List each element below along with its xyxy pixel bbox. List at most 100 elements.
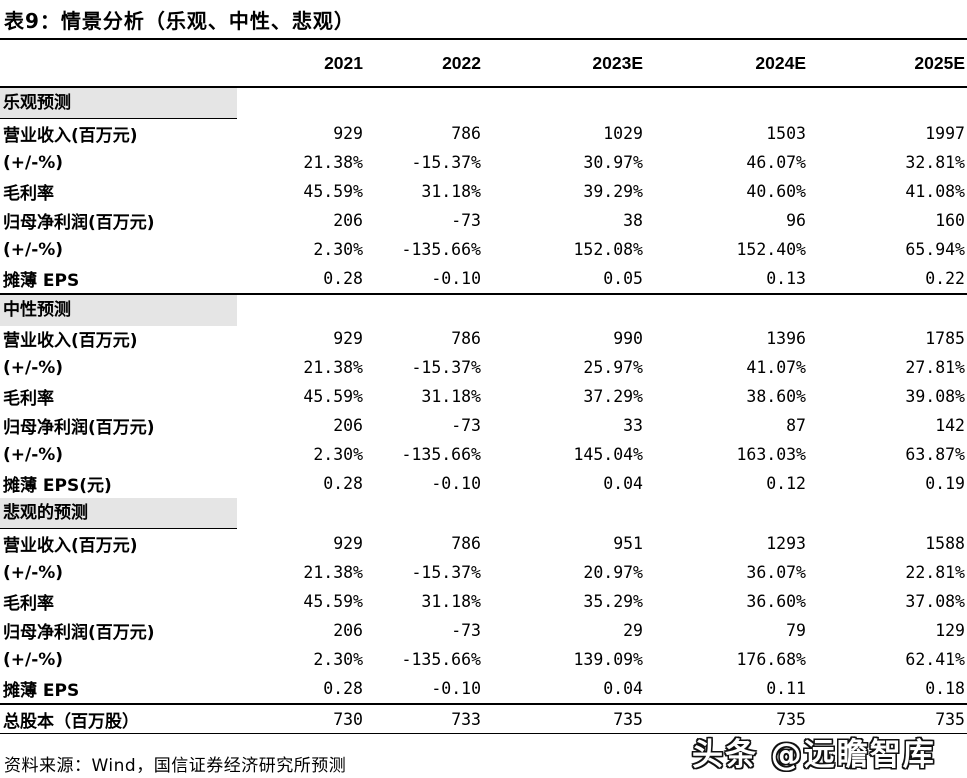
row-label: 毛利率 xyxy=(3,184,54,204)
cell-value: 63.87% xyxy=(905,445,965,464)
row-label: 摊薄 EPS xyxy=(3,681,80,701)
cell-value: 33 xyxy=(623,416,643,435)
cell-value: 139.09% xyxy=(573,650,643,669)
cell-value: 1396 xyxy=(766,329,806,348)
table-row: 营业收入(百万元) 929 786 951 1293 1588 xyxy=(0,529,967,558)
table-row: 摊薄 EPS 0.28 -0.10 0.05 0.13 0.22 xyxy=(0,264,967,293)
scenario-analysis-table: 2021 2022 2023E 2024E 2025E 乐观预测 营业收入(百万元… xyxy=(0,38,967,734)
row-label: 归母净利润(百万元) xyxy=(3,418,155,438)
table-row: (+/-%) 2.30% -135.66% 145.04% 163.03% 63.87% xyxy=(0,440,967,469)
table-row: 毛利率 45.59% 31.18% 39.29% 40.60% 41.08% xyxy=(0,177,967,206)
cell-value: 0.04 xyxy=(603,679,643,698)
cell-value: 929 xyxy=(333,124,363,143)
cell-value: 31.18% xyxy=(421,592,481,611)
cell-value: 145.04% xyxy=(573,445,643,464)
cell-value: 1029 xyxy=(603,124,643,143)
cell-value: 21.38% xyxy=(303,358,363,377)
row-label: 营业收入(百万元) xyxy=(3,331,138,351)
year-header: 2021 xyxy=(324,52,363,73)
cell-value: 22.81% xyxy=(905,563,965,582)
cell-value: 21.38% xyxy=(303,153,363,172)
row-label: 毛利率 xyxy=(3,594,54,614)
table-row: 营业收入(百万元) 929 786 1029 1503 1997 xyxy=(0,119,967,148)
cell-value: 0.22 xyxy=(925,269,965,288)
row-label: (+/-%) xyxy=(3,649,64,670)
table-row: 营业收入(百万元) 929 786 990 1396 1785 xyxy=(0,324,967,353)
cell-value: 38 xyxy=(623,211,643,230)
table-row: 毛利率 45.59% 31.18% 35.29% 36.60% 37.08% xyxy=(0,587,967,616)
cell-value: 735 xyxy=(935,709,965,729)
cell-value: 786 xyxy=(451,329,481,348)
cell-value: -0.10 xyxy=(431,269,481,288)
cell-value: 37.29% xyxy=(583,387,643,406)
cell-value: 65.94% xyxy=(905,240,965,259)
year-header: 2023E xyxy=(592,52,643,73)
cell-value: 39.29% xyxy=(583,182,643,201)
cell-value: 0.12 xyxy=(766,474,806,493)
table-title: 表9：情景分析（乐观、中性、悲观） xyxy=(4,9,355,33)
cell-value: 46.07% xyxy=(746,153,806,172)
row-label: (+/-%) xyxy=(3,444,64,465)
cell-value: 21.38% xyxy=(303,563,363,582)
cell-value: -73 xyxy=(451,211,481,230)
cell-value: 38.60% xyxy=(746,387,806,406)
source-note: 资料来源：Wind，国信证券经济研究所预测 xyxy=(4,756,347,776)
cell-value: 152.08% xyxy=(573,240,643,259)
cell-value: 735 xyxy=(776,709,806,729)
cell-value: 730 xyxy=(333,709,363,729)
year-header: 2025E xyxy=(914,52,965,73)
section-header-label: 中性预测 xyxy=(0,295,237,326)
cell-value: 163.03% xyxy=(736,445,806,464)
cell-value: 41.07% xyxy=(746,358,806,377)
cell-value: 0.18 xyxy=(925,679,965,698)
cell-value: 36.07% xyxy=(746,563,806,582)
cell-value: 1503 xyxy=(766,124,806,143)
cell-value: 786 xyxy=(451,124,481,143)
cell-value: 30.97% xyxy=(583,153,643,172)
table-row: 归母净利润(百万元) 206 -73 38 96 160 xyxy=(0,206,967,235)
table-row: 归母净利润(百万元) 206 -73 29 79 129 xyxy=(0,616,967,645)
section-header-row: 中性预测 xyxy=(0,293,967,326)
cell-value: 0.19 xyxy=(925,474,965,493)
cell-value: 39.08% xyxy=(905,387,965,406)
cell-value: 990 xyxy=(613,329,643,348)
row-label: 营业收入(百万元) xyxy=(3,126,138,146)
cell-value: 1785 xyxy=(925,329,965,348)
cell-value: 29 xyxy=(623,621,643,640)
cell-value: 79 xyxy=(786,621,806,640)
table-row: (+/-%) 21.38% -15.37% 25.97% 41.07% 27.81% xyxy=(0,353,967,382)
row-label: (+/-%) xyxy=(3,152,64,173)
table-body: 乐观预测 营业收入(百万元) 929 786 1029 1503 1997 (+/-%) 21.… xyxy=(0,88,967,703)
cell-value: 20.97% xyxy=(583,563,643,582)
cell-value: 37.08% xyxy=(905,592,965,611)
cell-value: 0.11 xyxy=(766,679,806,698)
section-header-label: 悲观的预测 xyxy=(0,498,237,529)
cell-value: 929 xyxy=(333,329,363,348)
cell-value: 0.13 xyxy=(766,269,806,288)
cell-value: 87 xyxy=(786,416,806,435)
cell-value: 951 xyxy=(613,534,643,553)
table-row: (+/-%) 2.30% -135.66% 152.08% 152.40% 65.94% xyxy=(0,235,967,264)
row-label: 毛利率 xyxy=(3,389,54,409)
cell-value: 206 xyxy=(333,621,363,640)
row-label: 摊薄 EPS xyxy=(3,271,80,291)
cell-value: -0.10 xyxy=(431,474,481,493)
row-label: (+/-%) xyxy=(3,357,64,378)
cell-value: 0.28 xyxy=(323,679,363,698)
cell-value: 0.28 xyxy=(323,474,363,493)
row-label: 总股本（百万股） xyxy=(3,711,139,732)
cell-value: 733 xyxy=(451,709,481,729)
table-row: 毛利率 45.59% 31.18% 37.29% 38.60% 39.08% xyxy=(0,382,967,411)
cell-value: -73 xyxy=(451,416,481,435)
table-row: (+/-%) 2.30% -135.66% 139.09% 176.68% 62.41% xyxy=(0,645,967,674)
cell-value: 0.04 xyxy=(603,474,643,493)
cell-value: -15.37% xyxy=(411,153,481,172)
total-shares-row: 总股本（百万股） 730 733 735 735 735 xyxy=(0,703,967,734)
cell-value: 1293 xyxy=(766,534,806,553)
cell-value: 96 xyxy=(786,211,806,230)
cell-value: -0.10 xyxy=(431,679,481,698)
section-header-row: 悲观的预测 xyxy=(0,498,967,529)
cell-value: 152.40% xyxy=(736,240,806,259)
cell-value: 1588 xyxy=(925,534,965,553)
